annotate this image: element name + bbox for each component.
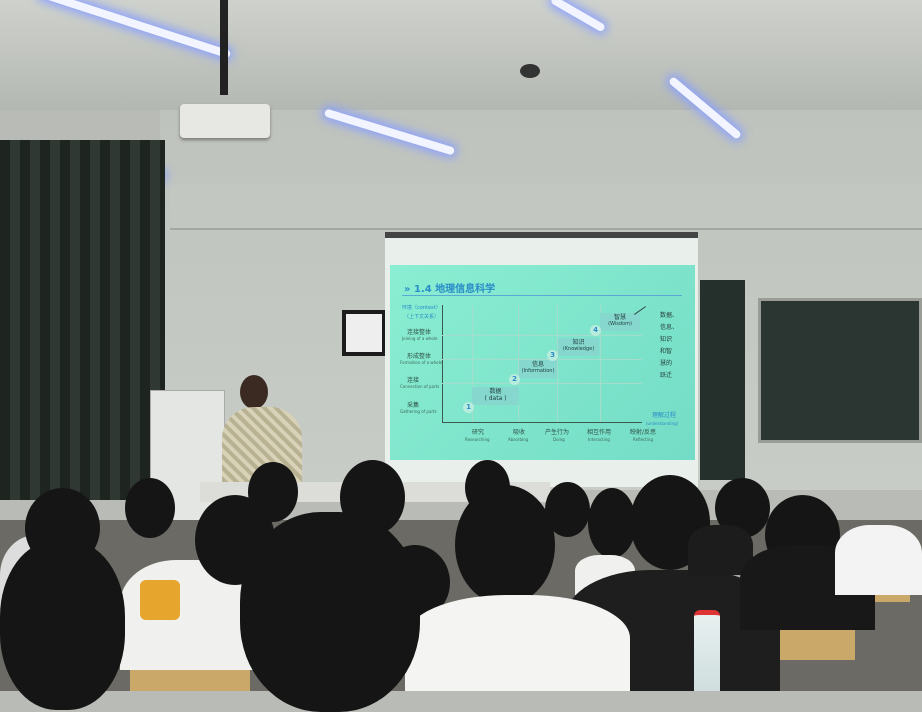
student xyxy=(240,512,420,712)
y-level: 采集 xyxy=(407,402,420,409)
x-level: Researching xyxy=(465,437,490,442)
projector xyxy=(180,104,270,138)
step-number: 2 xyxy=(509,374,520,385)
side-note-line: 知识 xyxy=(660,336,673,343)
y-level: 连接 xyxy=(407,377,420,384)
grid-line xyxy=(518,305,519,422)
x-level: Absorbing xyxy=(508,437,529,442)
student xyxy=(405,595,630,691)
side-note-line: 信息、 xyxy=(660,324,679,331)
x-level: Doing xyxy=(553,437,565,442)
x-level: 吸收 xyxy=(513,429,526,436)
x-axis-label: 理解过程 xyxy=(652,412,677,419)
x-level: 相互作用 xyxy=(587,429,612,436)
side-note: 数据、 信息、 知识 和智 慧的 跃迁 xyxy=(660,310,678,382)
student xyxy=(455,485,555,605)
x-level: 映射/反思 xyxy=(630,429,657,436)
ceiling xyxy=(0,0,922,110)
step-label: (Information) xyxy=(521,368,555,374)
step-wisdom: 智慧 (Wisdom) xyxy=(600,313,640,331)
y-level: Joining of a whole xyxy=(402,336,438,341)
step-number: 4 xyxy=(590,325,601,336)
shirt-graphic xyxy=(140,580,180,620)
y-level: 形成整体 xyxy=(407,353,432,360)
x-axis xyxy=(442,422,642,423)
side-note-line: 和智 xyxy=(660,348,673,355)
title-underline xyxy=(402,295,682,296)
side-note-line: 数据、 xyxy=(660,312,679,319)
blackboard-left xyxy=(700,280,745,480)
grid-line xyxy=(442,335,642,336)
blackboard xyxy=(758,298,922,443)
x-level: Reflecting xyxy=(633,437,653,442)
y-axis-label: 环境（context） xyxy=(402,305,441,311)
projector-pole xyxy=(220,0,228,95)
step-information: 信息 (Information) xyxy=(519,360,557,378)
step-data: 数据( data ) xyxy=(472,387,519,405)
x-axis-sublabel: (understanding) xyxy=(646,421,679,426)
step-label: (Wisdom) xyxy=(608,321,632,327)
step-number: 1 xyxy=(463,402,474,413)
y-level: 连接整体 xyxy=(407,329,432,336)
side-note-line: 慧的 xyxy=(660,360,673,367)
grid-line xyxy=(600,305,601,422)
step-label: 信息 xyxy=(531,361,544,368)
student xyxy=(125,478,175,538)
step-label: 数据 xyxy=(489,388,502,395)
progress-arrow xyxy=(633,306,647,315)
grid-line xyxy=(557,305,558,422)
y-level: Connection of parts xyxy=(400,384,440,389)
grid-line xyxy=(442,359,642,360)
slide-title: » 1.4 地理信息科学 xyxy=(404,284,496,295)
ceiling-beam xyxy=(170,185,922,230)
wall-clock xyxy=(342,310,386,356)
y-level: Gathering of parts xyxy=(400,409,437,414)
x-level: 产生行为 xyxy=(545,429,570,436)
x-level: 研究 xyxy=(472,429,485,436)
water-bottle xyxy=(694,610,720,691)
grid-line xyxy=(442,383,642,384)
security-camera xyxy=(520,64,540,78)
student xyxy=(835,525,922,595)
y-level: Formation of a whole xyxy=(400,360,443,365)
student xyxy=(588,488,636,558)
step-label: 知识 xyxy=(572,339,585,346)
step-label: 智慧 xyxy=(613,314,626,321)
step-number: 3 xyxy=(547,350,558,361)
y-axis-sublabel: （上下文关系） xyxy=(404,314,440,320)
grid-line xyxy=(472,305,473,422)
step-knowledge: 知识 (Knowledge) xyxy=(558,338,599,356)
curtain xyxy=(0,140,165,500)
lecturer-head xyxy=(240,375,268,409)
x-level: Interacting xyxy=(588,437,610,442)
y-axis xyxy=(442,305,443,422)
slide: » 1.4 地理信息科学 环境（context） （上下文关系） 连接整体 Jo… xyxy=(390,265,695,460)
side-note-line: 跃迁 xyxy=(660,372,673,379)
step-label: ( data ) xyxy=(484,395,507,402)
student xyxy=(0,540,125,710)
student xyxy=(248,462,298,522)
step-label: (Knowledge) xyxy=(562,346,595,352)
